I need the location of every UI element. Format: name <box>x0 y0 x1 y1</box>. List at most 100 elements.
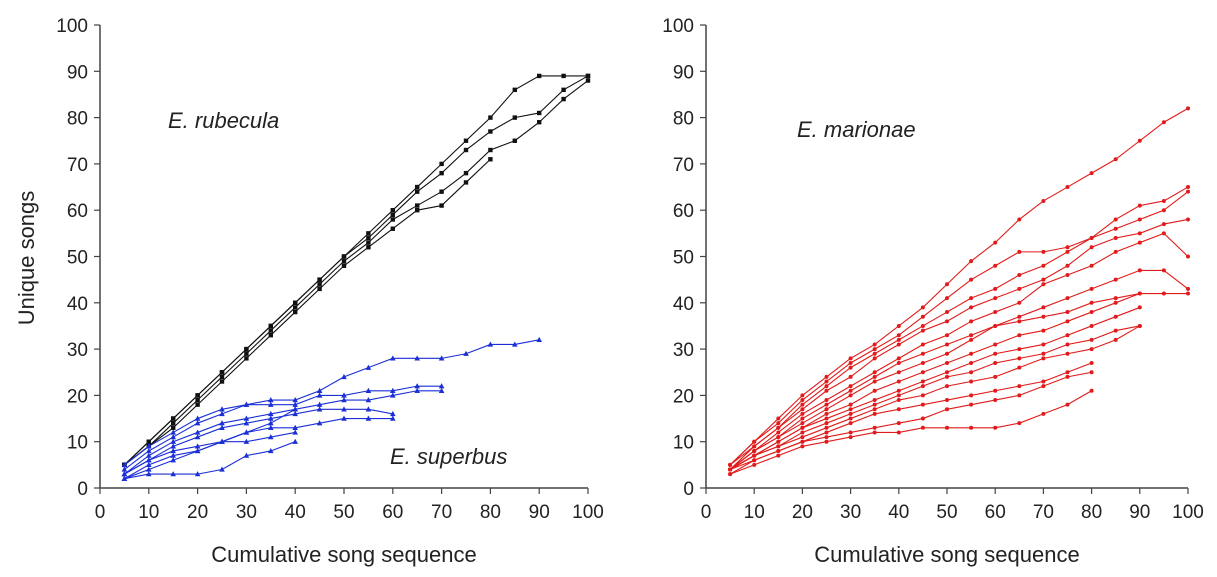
y-tick-label: 30 <box>67 340 88 361</box>
data-point <box>316 392 323 398</box>
data-point <box>993 323 998 328</box>
data-point <box>512 115 517 120</box>
data-point <box>920 393 925 398</box>
data-point <box>317 282 322 287</box>
series-line <box>729 186 1189 466</box>
data-point <box>121 466 128 472</box>
data-point <box>439 170 444 176</box>
chart-panel-right: 0 10 20 30 40 50 60 70 80 90 100 0 10 20 30 40 50 60 70 80 9… <box>662 16 1204 567</box>
data-point <box>1017 384 1022 389</box>
data-point <box>292 397 298 403</box>
data-point <box>366 240 371 245</box>
data-point <box>896 333 901 338</box>
data-point <box>872 430 877 435</box>
data-point <box>752 439 757 444</box>
series-layer <box>728 106 1190 477</box>
data-point <box>463 170 469 176</box>
y-tick-label: 80 <box>673 109 694 130</box>
data-point <box>896 342 901 347</box>
data-point <box>1065 185 1070 190</box>
data-point <box>969 370 974 375</box>
y-tick-label: 60 <box>67 201 88 222</box>
data-point <box>945 374 949 379</box>
data-point <box>896 356 901 361</box>
data-point <box>390 217 395 222</box>
data-point <box>1017 286 1022 291</box>
data-point <box>920 360 925 365</box>
data-point <box>776 439 781 444</box>
data-point <box>1041 282 1046 287</box>
data-point <box>365 364 372 370</box>
y-tick-label: 70 <box>67 155 88 176</box>
data-point <box>341 373 347 380</box>
data-point <box>800 393 805 398</box>
data-point <box>170 434 176 440</box>
data-point <box>1137 240 1142 245</box>
data-point <box>1113 300 1118 305</box>
x-tick-label: 60 <box>985 502 1006 523</box>
y-tick-label: 70 <box>673 155 694 176</box>
data-point <box>800 411 805 416</box>
species-label-rubecula: E. rubecula <box>168 108 279 133</box>
data-point <box>415 203 420 208</box>
data-point <box>776 421 781 426</box>
data-point <box>1161 231 1166 236</box>
data-point <box>1137 138 1142 143</box>
data-point <box>969 425 974 430</box>
data-point <box>243 429 250 435</box>
x-tick-label: 20 <box>792 502 813 523</box>
data-point <box>438 355 445 361</box>
data-point <box>872 411 877 416</box>
data-point <box>920 314 925 319</box>
data-point <box>993 263 998 268</box>
data-point <box>219 410 225 417</box>
data-point <box>195 397 200 403</box>
data-point <box>896 370 901 375</box>
y-tick-label: 0 <box>77 479 88 500</box>
data-point <box>969 259 974 264</box>
y-tick-label: 20 <box>673 386 694 407</box>
data-point <box>872 374 877 379</box>
data-point <box>1065 249 1070 254</box>
data-point <box>243 420 250 426</box>
series-line <box>124 339 540 466</box>
data-point <box>1065 310 1070 315</box>
x-axis-title: Cumulative song sequence <box>814 542 1079 567</box>
data-point <box>1089 347 1094 352</box>
data-point <box>268 401 274 407</box>
data-point <box>1113 328 1118 333</box>
data-point <box>896 421 901 426</box>
x-tick-label: 100 <box>1172 502 1204 523</box>
data-point <box>800 421 805 426</box>
data-point <box>945 384 949 389</box>
data-point <box>920 305 925 310</box>
data-point <box>537 110 542 116</box>
data-point <box>896 398 901 403</box>
data-point <box>1089 370 1094 375</box>
data-point <box>969 337 974 342</box>
data-point <box>993 360 998 365</box>
data-point <box>1089 337 1094 342</box>
data-point <box>848 411 853 416</box>
data-point <box>268 328 273 333</box>
data-point <box>415 184 420 190</box>
y-tick-label: 20 <box>67 386 88 407</box>
data-point <box>993 351 998 356</box>
data-point <box>488 115 493 120</box>
data-point <box>463 147 469 153</box>
data-point <box>292 401 298 407</box>
data-point <box>1137 217 1142 222</box>
data-point <box>585 73 591 79</box>
data-point <box>1089 286 1094 291</box>
x-tick-label: 90 <box>1129 502 1150 523</box>
x-tick-label: 10 <box>138 502 159 523</box>
data-point <box>776 430 781 435</box>
x-tick-label: 70 <box>431 502 452 523</box>
data-point <box>1137 231 1142 236</box>
data-point <box>848 356 853 361</box>
series-line <box>124 385 442 470</box>
series-line <box>124 441 296 480</box>
data-point <box>945 351 949 356</box>
data-point <box>1161 120 1166 125</box>
data-point <box>824 430 829 435</box>
